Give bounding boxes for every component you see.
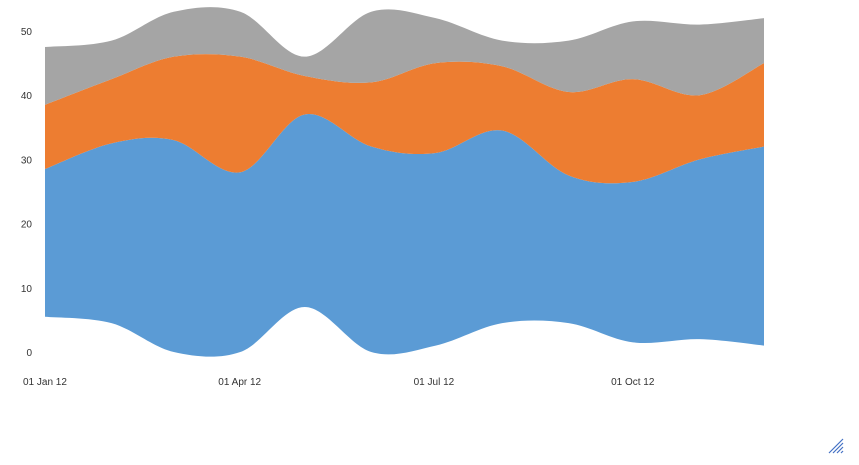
x-tick-label: 01 Jul 12 [414,377,455,388]
y-tick-label: 30 [21,155,33,166]
y-tick-label: 50 [21,27,33,38]
area-series-3[interactable] [45,7,764,105]
y-tick-label: 10 [21,284,33,295]
x-tick-label: 01 Apr 12 [218,377,261,388]
y-tick-label: 0 [26,348,32,359]
area-series-1[interactable] [45,114,764,357]
resize-grip-icon[interactable] [827,437,845,455]
area-layer [45,7,764,357]
y-tick-label: 20 [21,220,33,231]
y-tick-label: 40 [21,91,33,102]
y-axis: 0 10 20 30 40 50 [21,27,33,359]
x-axis: 01 Jan 12 01 Apr 12 01 Jul 12 01 Oct 12 [23,377,655,388]
x-tick-label: 01 Oct 12 [611,377,655,388]
area-series-2[interactable] [45,54,764,184]
x-tick-label: 01 Jan 12 [23,377,67,388]
